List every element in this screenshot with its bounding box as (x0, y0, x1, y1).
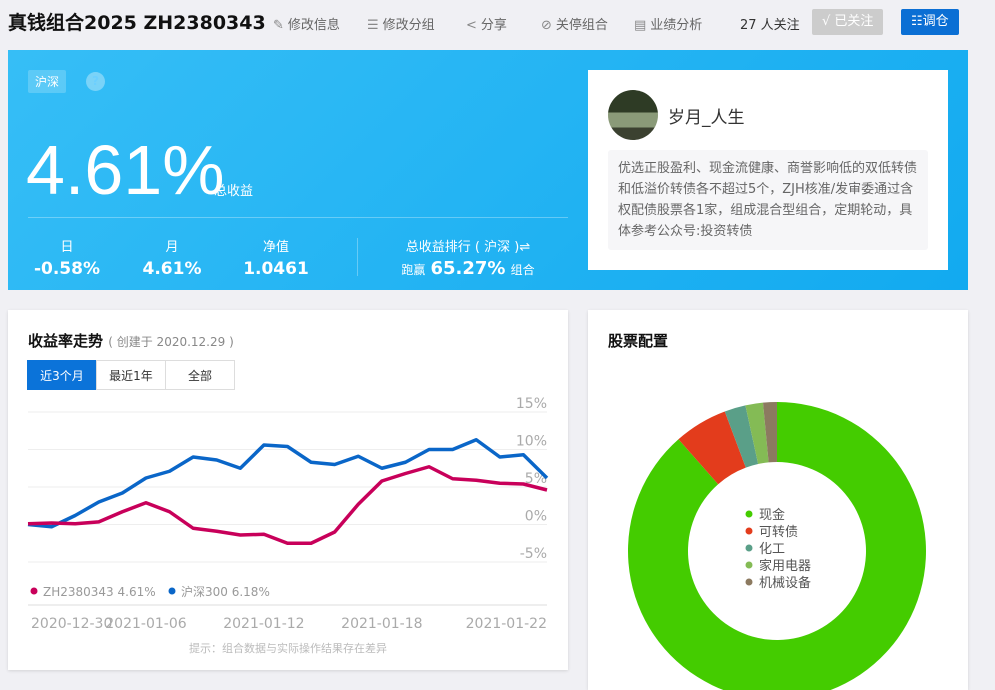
stat-day: 日 -0.58% (33, 240, 101, 279)
created-date: ( 创建于 2020.12.29 ) (108, 335, 234, 349)
action-2[interactable]: < 分享 (466, 18, 507, 33)
report-icon: ▤ (634, 18, 647, 33)
share-icon: < (466, 18, 477, 33)
rank[interactable]: 总收益排行 ( 沪深 )⇌ 跑赢 65.27% 组合 (368, 236, 568, 279)
y-tick-label: 10% (516, 434, 547, 450)
legend-marker (745, 510, 753, 518)
series-line (27, 465, 548, 545)
legend-label: 沪深300 6.18% (181, 585, 270, 599)
pie-slice (678, 411, 746, 485)
pencil-icon: ✎ (273, 18, 284, 33)
user-name[interactable]: 岁月_人生 (668, 108, 745, 128)
y-tick-label: 5% (525, 471, 547, 487)
divider (357, 238, 358, 276)
disclaimer: 提示：组合数据与实际操作结果存在差异 (189, 642, 387, 655)
allocation-card: 股票配置 现金可转债化工 家用电器 机械设备 (588, 310, 968, 690)
stat-nav: 净值 1.0461 (243, 240, 309, 279)
allocation-title: 股票配置 (608, 332, 669, 350)
action-3[interactable]: ⊘ 关停组合 (541, 18, 608, 33)
action-1[interactable]: ☰ 修改分组 (367, 18, 435, 33)
legend-marker (745, 561, 753, 569)
total-return-label: 总收益 (214, 184, 254, 199)
action-4[interactable]: ▤ 业绩分析 (634, 18, 703, 33)
total-return: 4.61% (26, 131, 225, 209)
rank-value: 65.27% (430, 258, 506, 279)
legend-marker (30, 587, 38, 595)
legend-label: 机械设备 (759, 575, 811, 591)
legend-label: 可转债 (759, 525, 798, 540)
y-tick-label: 0% (525, 509, 547, 525)
series-line (27, 438, 549, 529)
page-title: 真钱组合2025 ZH2380343 (8, 12, 266, 34)
y-tick-label: -5% (520, 546, 547, 562)
portfolio-description: 优选正股盈利、现金流健康、商誉影响低的双低转债和低溢价转债各不超过5个，ZJH核… (608, 150, 928, 250)
list-icon: ☰ (367, 18, 379, 33)
legend-label: 现金 (759, 507, 785, 523)
pie-slice (724, 405, 759, 468)
x-tick-label: 2020-12-30 (31, 616, 112, 630)
avatar[interactable] (608, 90, 658, 140)
legend-marker (745, 527, 753, 535)
legend-label: 化工 (759, 542, 785, 557)
rank-label[interactable]: 总收益排行 ( 沪深 )⇌ (405, 240, 531, 255)
x-tick-label: 2021-01-06 (105, 616, 186, 630)
legend-label: ZH2380343 4.61% (43, 585, 156, 599)
adjust-button[interactable]: ☷调仓 (901, 9, 959, 35)
divider (28, 217, 568, 218)
trend-card: 收益率走势 ( 创建于 2020.12.29 ) 近3个月 最近1年 全部 15% 1… (8, 310, 568, 670)
y-tick-label: 15% (516, 396, 547, 412)
pie-slice (745, 402, 769, 465)
legend-marker (745, 578, 753, 586)
profile-card: 岁月_人生 优选正股盈利、现金流健康、商誉影响低的双低转债和低溢价转债各不超过5… (588, 70, 948, 270)
legend-marker (745, 544, 753, 552)
pie-slice (762, 402, 777, 463)
legend-marker (168, 587, 176, 595)
x-tick-label: 2021-01-22 (466, 616, 547, 630)
followed-button[interactable]: √ 已关注 (812, 9, 884, 35)
header: 真钱组合2025 ZH2380343 ✎ 修改信息 ☰ 修改分组 < 分享 ⊘ 关停组合 ▤ 业绩… (0, 0, 995, 48)
legend-label: 家用电器 (759, 558, 811, 574)
market-tag: 沪深 (28, 70, 67, 93)
stop-icon: ⊘ (541, 18, 552, 33)
help-icon[interactable]: ? (86, 72, 105, 91)
follower-count: 27 人关注 (740, 18, 800, 33)
x-tick-label: 2021-01-12 (223, 616, 304, 630)
tab-range-2[interactable]: 全部 (165, 360, 235, 390)
trend-title: 收益率走势 (28, 332, 104, 350)
tab-range-0[interactable]: 近3个月 (27, 360, 97, 390)
stat-month: 月 4.61% (142, 240, 202, 279)
action-0[interactable]: ✎ 修改信息 (273, 18, 340, 33)
x-tick-label: 2021-01-18 (341, 616, 422, 630)
pie-slice (628, 402, 926, 690)
